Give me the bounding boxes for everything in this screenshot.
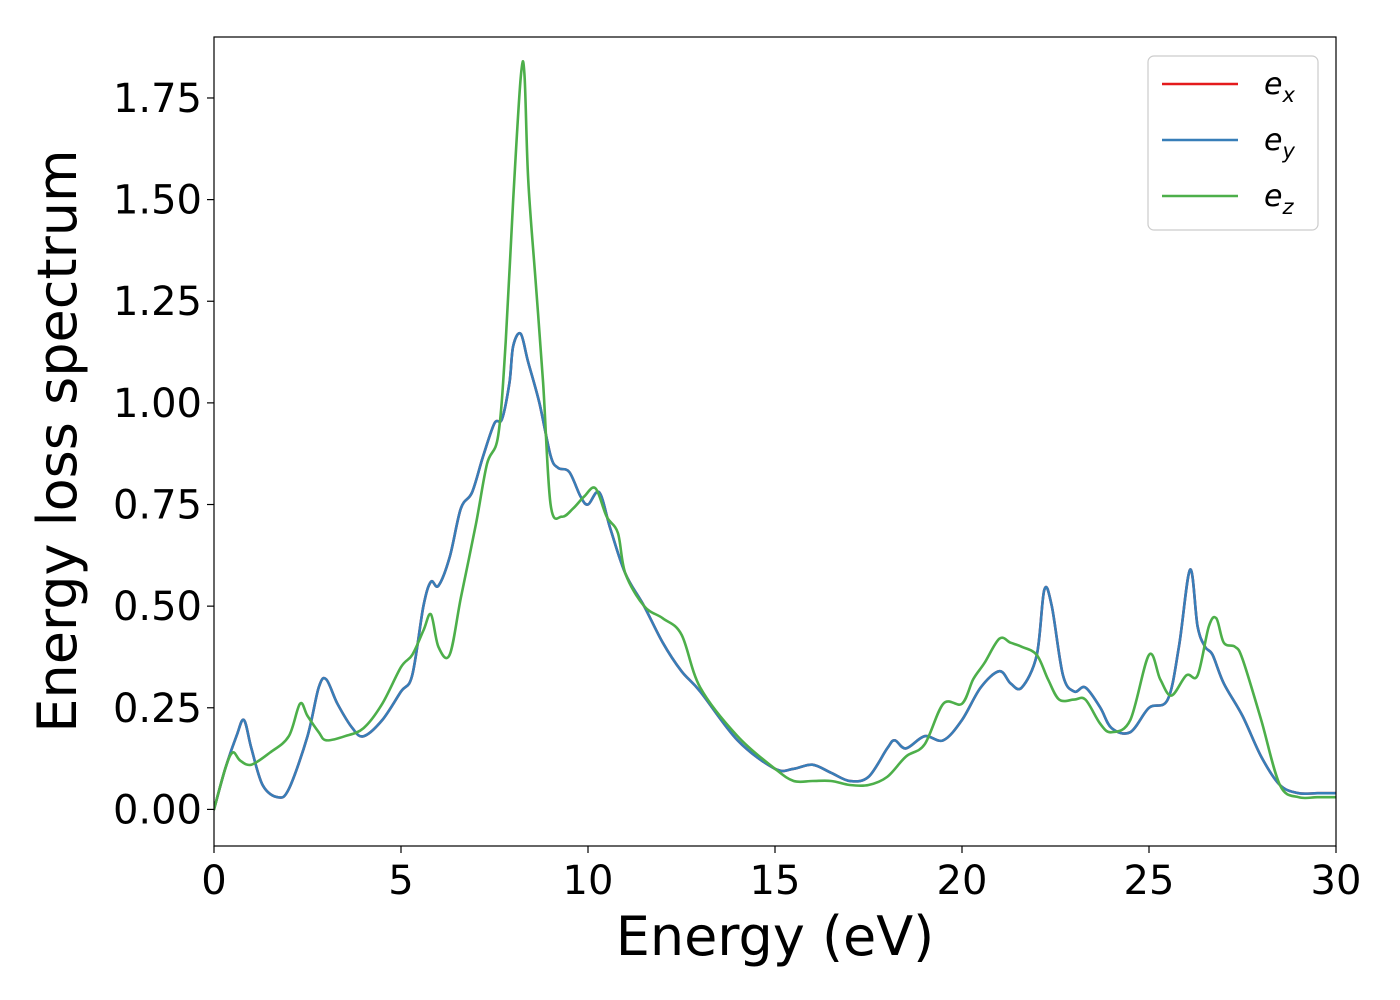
- legend-label-sub: x: [1281, 83, 1295, 107]
- x-tick-label: 15: [750, 858, 801, 904]
- legend-label-sub: z: [1281, 195, 1294, 219]
- y-tick-label: 0.75: [113, 483, 202, 529]
- x-tick-label: 30: [1311, 858, 1362, 904]
- x-tick-label: 0: [201, 858, 226, 904]
- y-axis: 0.00 0.25 0.50 0.75 1.00 1.25 1.50 1.75: [113, 76, 214, 833]
- series-line-ey: [214, 331, 1336, 811]
- y-tick-label: 1.50: [113, 178, 202, 224]
- legend-label-base: e: [1264, 123, 1282, 158]
- x-tick-label: 10: [563, 858, 614, 904]
- y-axis-title: Energy loss spectrum: [26, 149, 89, 732]
- x-tick-label: 5: [388, 858, 413, 904]
- legend-label-ey: ey: [1264, 123, 1295, 163]
- y-tick-label: 0.50: [113, 584, 202, 630]
- series-line-ez: [214, 60, 1336, 811]
- y-tick-label: 0.00: [113, 787, 202, 833]
- y-tick-label: 1.75: [113, 76, 202, 122]
- x-axis: 0 5 10 15 20 25 30: [201, 846, 1361, 904]
- series-lines: [214, 60, 1336, 811]
- x-tick-label: 25: [1124, 858, 1175, 904]
- y-tick-label: 1.00: [113, 381, 202, 427]
- y-tick-label: 1.25: [113, 279, 202, 325]
- legend-box: [1147, 55, 1319, 231]
- legend-label-ex: ex: [1264, 67, 1295, 107]
- y-tick-label: 0.25: [113, 686, 202, 732]
- legend-label-base: e: [1264, 67, 1282, 102]
- legend-label-base: e: [1264, 179, 1282, 214]
- x-axis-title: Energy (eV): [616, 905, 935, 968]
- legend-label-sub: y: [1281, 139, 1295, 163]
- legend-label-ez: ez: [1264, 179, 1294, 219]
- series-layer: [214, 60, 1336, 811]
- x-tick-label: 20: [937, 858, 988, 904]
